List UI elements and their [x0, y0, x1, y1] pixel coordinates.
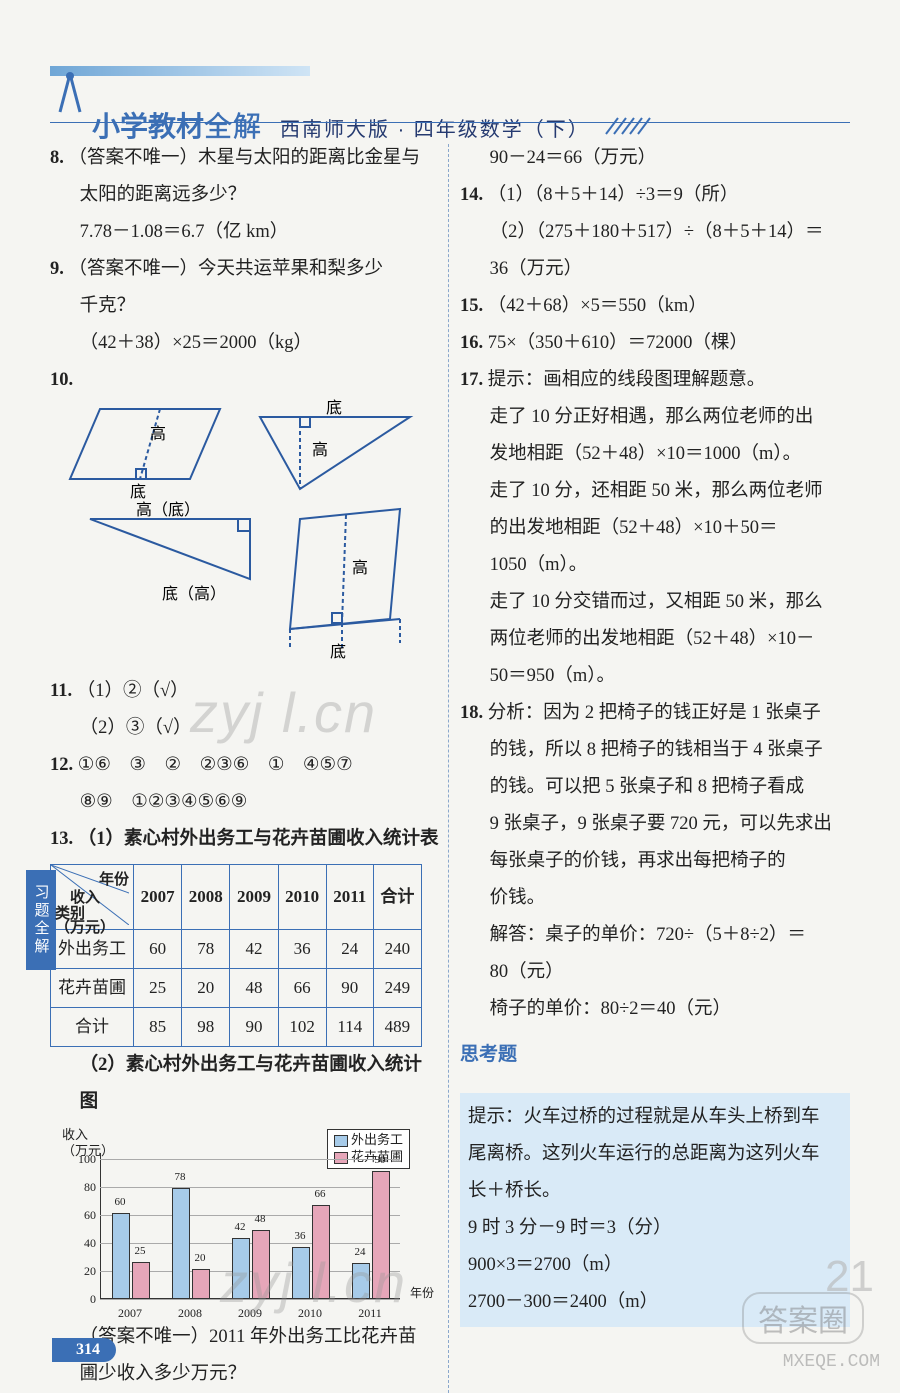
- q13-tail2: 圃少收入多少万元？: [50, 1356, 440, 1393]
- q10-figures: 高 底 底 高 高（底） 底（高）: [50, 399, 422, 659]
- cell: 240: [373, 930, 421, 969]
- hint4: 9 时 3 分－9 时＝3（分）: [468, 1210, 842, 1247]
- hint1: 提示：火车过桥的过程就是从车头上桥到车: [468, 1099, 842, 1136]
- hint5: 900×3＝2700（m）: [468, 1247, 842, 1284]
- q13-1-title: （1）素心村外出务工与花卉苗圃收入统计表: [78, 829, 439, 849]
- page-header: 小学教材 全解 西南师大版 · 四年级数学（下）: [50, 60, 850, 130]
- th: 2008: [182, 865, 230, 930]
- q18-a6: 价钱。: [460, 880, 850, 917]
- q18-a3: 的钱。可以把 5 张桌子和 8 把椅子看成: [460, 769, 850, 806]
- chart-ylabel-1: 收入: [62, 1127, 88, 1142]
- q14-2b: 36（万元）: [460, 251, 850, 288]
- legend-a: 外出务工: [351, 1132, 403, 1147]
- q17-c3: 50＝950（m）。: [460, 658, 850, 695]
- cell: 90: [230, 1008, 278, 1047]
- edition-subtitle: 西南师大版 · 四年级数学（下）: [280, 113, 590, 142]
- th: 2011: [326, 865, 373, 930]
- column-divider: [448, 144, 449, 1393]
- legend-swatch-a: [334, 1135, 348, 1147]
- diag-bottom: 类别: [55, 899, 85, 929]
- q8-l1: （答案不唯一）木星与太阳的距离比金星与: [69, 148, 421, 168]
- q18-a4: 9 张桌子，9 张桌子要 720 元，可以先求出: [460, 806, 850, 843]
- logo-daan: 答案圈: [742, 1292, 864, 1344]
- r-top: 90－24＝66（万元）: [460, 140, 850, 177]
- right-column: 90－24＝66（万元） 14. （1）（8＋5＋14）÷3＝9（所） （2）（…: [450, 140, 850, 1393]
- page-number: 314: [52, 1338, 116, 1362]
- svg-text:底（高）: 底（高）: [162, 585, 226, 603]
- bar-chart: 收入 （万元） 外出务工 花卉苗圃 年份 0204060801006025200…: [58, 1129, 418, 1319]
- svg-text:高: 高: [150, 425, 166, 443]
- q8-l2: 太阳的距离远多少？: [50, 177, 440, 214]
- cell: 20: [182, 969, 230, 1008]
- cell: 42: [230, 930, 278, 969]
- compass-icon: [50, 70, 90, 116]
- q18-s2: 80（元）: [460, 954, 850, 991]
- q17-c1: 走了 10 分交错而过，又相距 50 米，那么: [460, 584, 850, 621]
- row-label: 合计: [51, 1008, 134, 1047]
- q17-a2: 发地相距（52＋48）×10＝1000（m）。: [460, 436, 850, 473]
- q18-s1: 解答：桌子的单价：720÷（5＋8÷2）＝: [460, 917, 850, 954]
- cell: 489: [373, 1008, 421, 1047]
- q17-c2: 两位老师的出发地相距（52＋48）×10－: [460, 621, 850, 658]
- q9-eq: （42＋38）×25＝2000（kg）: [50, 325, 440, 362]
- svg-text:高: 高: [312, 441, 328, 459]
- cell: 66: [278, 969, 326, 1008]
- q9-l1: （答案不唯一）今天共运苹果和梨多少: [69, 259, 384, 279]
- q12-l1: ①⑥ ③ ② ②③⑥ ① ④⑤⑦: [78, 755, 353, 775]
- q17-b2: 的出发地相距（52＋48）×10＋50＝: [460, 510, 850, 547]
- cell: 60: [134, 930, 182, 969]
- q17-a1: 走了 10 分正好相遇，那么两位老师的出: [460, 399, 850, 436]
- q18-a2: 的钱，所以 8 把椅子的钱相当于 4 张桌子: [460, 732, 850, 769]
- series-title-a: 小学教材: [92, 105, 204, 145]
- chart-xlabel: 年份: [410, 1281, 434, 1305]
- q16: 75×（350＋610）＝72000（棵）: [488, 333, 748, 353]
- q11-1: （1）②（√）: [77, 681, 189, 701]
- q18-a5: 每张桌子的价钱，再求出每把椅子的: [460, 843, 850, 880]
- q18-a1: 分析：因为 2 把椅子的钱正好是 1 张桌子: [488, 703, 821, 723]
- stat-table: 年份 收入（万元） 类别 2007 2008 2009 2010 2011 合计…: [50, 864, 422, 1047]
- q12-l2: ⑧⑨ ①②③④⑤⑥⑨: [50, 784, 440, 821]
- hatch-icon: [604, 116, 654, 136]
- cell: 25: [134, 969, 182, 1008]
- cell: 78: [182, 930, 230, 969]
- cell: 85: [134, 1008, 182, 1047]
- q9-l2: 千克？: [50, 288, 440, 325]
- q15: （42＋68）×5＝550（km）: [488, 296, 707, 316]
- left-column: 8. （答案不唯一）木星与太阳的距离比金星与 太阳的距离远多少？ 7.78－1.…: [50, 140, 450, 1393]
- svg-text:底: 底: [326, 399, 342, 417]
- row-label: 花卉苗圃: [51, 969, 134, 1008]
- cell: 24: [326, 930, 373, 969]
- th: 2009: [230, 865, 278, 930]
- q17-b3: 1050（m）。: [460, 547, 850, 584]
- think-title: 思考题: [460, 1036, 850, 1074]
- series-title-b: 全解: [204, 105, 262, 145]
- svg-text:底: 底: [330, 643, 346, 659]
- cell: 102: [278, 1008, 326, 1047]
- q11-2: （2）③（√）: [50, 710, 440, 747]
- q17-b1: 走了 10 分，还相距 50 米，那么两位老师: [460, 473, 850, 510]
- q8-eq: 7.78－1.08＝6.7（亿 km）: [50, 214, 440, 251]
- hint3: 长＋桥长。: [468, 1173, 842, 1210]
- mxeqe: MXEQE.COM: [783, 1352, 880, 1372]
- svg-text:底: 底: [130, 483, 146, 501]
- q14-1: （1）（8＋5＋14）÷3＝9（所）: [488, 185, 739, 205]
- th: 2007: [134, 865, 182, 930]
- hint2: 尾离桥。这列火车运行的总距离为这列火车: [468, 1136, 842, 1173]
- th: 合计: [373, 865, 421, 930]
- cell: 36: [278, 930, 326, 969]
- q18-s3: 椅子的单价：80÷2＝40（元）: [460, 991, 850, 1028]
- q17-hint: 提示：画相应的线段图理解题意。: [488, 370, 766, 390]
- cell: 114: [326, 1008, 373, 1047]
- cell: 249: [373, 969, 421, 1008]
- th: 2010: [278, 865, 326, 930]
- q14-2a: （2）（275＋180＋517）÷（8＋5＋14）＝: [460, 214, 850, 251]
- svg-text:高（底）: 高（底）: [136, 501, 200, 519]
- cell: 48: [230, 969, 278, 1008]
- svg-text:高: 高: [352, 559, 368, 577]
- q13-2-title: （2）素心村外出务工与花卉苗圃收入统计图: [50, 1047, 440, 1121]
- cell: 98: [182, 1008, 230, 1047]
- cell: 90: [326, 969, 373, 1008]
